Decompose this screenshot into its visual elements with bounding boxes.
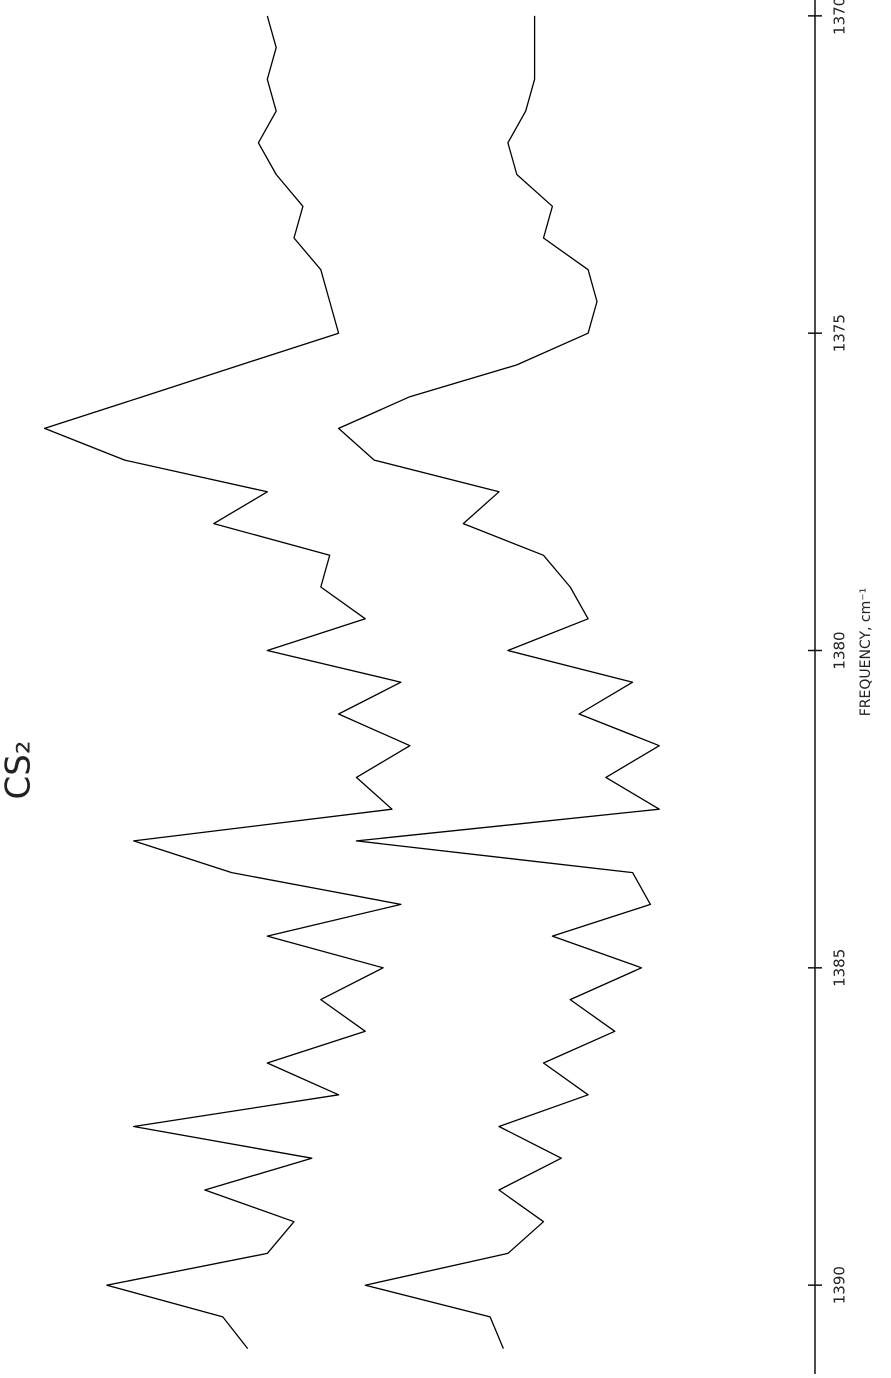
x-tick-label: 1385 (831, 949, 849, 987)
x-tick-label: 1370 (831, 0, 849, 35)
spectrum-line (337, 15, 660, 1349)
x-tick-label: 1390 (831, 1266, 849, 1304)
chart-title: CS₂ (0, 741, 39, 800)
x-tick-label: 1380 (831, 631, 849, 669)
axis-label: FREQUENCY, cm⁻¹ (858, 588, 874, 717)
spectrum-line (43, 15, 411, 1350)
x-tick-label: 1375 (831, 314, 849, 352)
